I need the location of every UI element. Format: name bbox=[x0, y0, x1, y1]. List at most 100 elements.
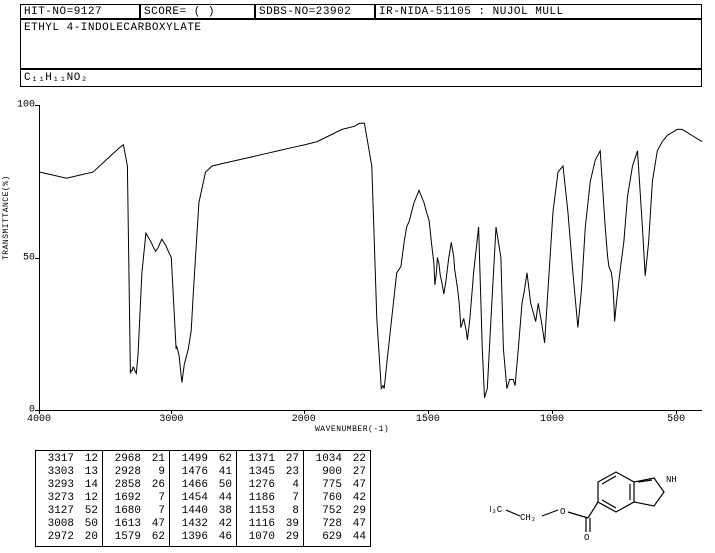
molecular-formula: C₁₁H₁₁NO₂ bbox=[24, 72, 88, 84]
peak-intensity: 13 bbox=[78, 466, 100, 479]
peak-intensity: 9 bbox=[145, 466, 167, 479]
peak-row: 16927 bbox=[105, 492, 167, 505]
peak-intensity: 38 bbox=[212, 505, 234, 518]
peak-row: 62944 bbox=[306, 531, 368, 544]
peak-intensity: 62 bbox=[145, 531, 167, 544]
score-box: SCORE= ( ) bbox=[140, 4, 255, 19]
peak-row: 72847 bbox=[306, 518, 368, 531]
peak-row: 76042 bbox=[306, 492, 368, 505]
peak-column: 296821292892858261692716807161347157962 bbox=[103, 451, 170, 546]
score: SCORE= ( ) bbox=[144, 6, 215, 18]
peak-row: 296821 bbox=[105, 453, 167, 466]
x-tick-label: 1000 bbox=[540, 414, 564, 425]
peak-intensity: 27 bbox=[279, 453, 301, 466]
peak-wavenumber: 1432 bbox=[172, 518, 212, 531]
sdbs-no: SDBS-NO=23902 bbox=[259, 6, 351, 18]
peak-intensity: 50 bbox=[78, 518, 100, 531]
spectrum-sheet: HIT-NO=9127 SCORE= ( ) SDBS-NO=23902 IR-… bbox=[0, 0, 715, 553]
peak-intensity: 7 bbox=[145, 492, 167, 505]
formula-box: C₁₁H₁₁NO₂ bbox=[20, 69, 702, 87]
peak-wavenumber: 728 bbox=[306, 518, 346, 531]
peak-row: 16807 bbox=[105, 505, 167, 518]
peak-wavenumber: 3008 bbox=[38, 518, 78, 531]
peak-wavenumber: 629 bbox=[306, 531, 346, 544]
peak-intensity: 29 bbox=[279, 531, 301, 544]
ir-spectrum-plot bbox=[39, 105, 702, 411]
peak-row: 77547 bbox=[306, 479, 368, 492]
peak-row: 12764 bbox=[239, 479, 301, 492]
peak-intensity: 39 bbox=[279, 518, 301, 531]
peak-wavenumber: 1371 bbox=[239, 453, 279, 466]
peak-wavenumber: 3127 bbox=[38, 505, 78, 518]
peak-wavenumber: 3303 bbox=[38, 466, 78, 479]
peak-row: 149962 bbox=[172, 453, 234, 466]
compound-name: ETHYL 4-INDOLECARBOXYLATE bbox=[24, 22, 202, 34]
x-tick-label: 3000 bbox=[159, 414, 183, 425]
peak-row: 75229 bbox=[306, 505, 368, 518]
peak-row: 29289 bbox=[105, 466, 167, 479]
peak-wavenumber: 1454 bbox=[172, 492, 212, 505]
peak-intensity: 8 bbox=[279, 505, 301, 518]
peak-row: 297220 bbox=[38, 531, 100, 544]
peak-row: 146650 bbox=[172, 479, 234, 492]
peak-wavenumber: 1186 bbox=[239, 492, 279, 505]
peak-intensity: 21 bbox=[145, 453, 167, 466]
peak-wavenumber: 1680 bbox=[105, 505, 145, 518]
peak-wavenumber: 1276 bbox=[239, 479, 279, 492]
peak-row: 300850 bbox=[38, 518, 100, 531]
peak-intensity: 4 bbox=[279, 479, 301, 492]
y-tick-label: 100 bbox=[15, 100, 35, 111]
peak-wavenumber: 1692 bbox=[105, 492, 145, 505]
x-axis-label: WAVENUMBER(-1) bbox=[315, 425, 389, 434]
peak-column: 3317123303133293143273123127523008502972… bbox=[36, 451, 103, 546]
peak-intensity: 20 bbox=[78, 531, 100, 544]
x-tick-label: 4000 bbox=[27, 414, 51, 425]
peak-row: 312752 bbox=[38, 505, 100, 518]
peak-wavenumber: 1466 bbox=[172, 479, 212, 492]
x-tick-label: 2000 bbox=[292, 414, 316, 425]
peak-row: 11867 bbox=[239, 492, 301, 505]
peak-intensity: 26 bbox=[145, 479, 167, 492]
peak-intensity: 44 bbox=[212, 492, 234, 505]
peak-intensity: 47 bbox=[346, 479, 368, 492]
peak-column: 1499621476411466501454441440381432421396… bbox=[170, 451, 237, 546]
peak-intensity: 29 bbox=[346, 505, 368, 518]
peak-intensity: 23 bbox=[279, 466, 301, 479]
o-single-label: O bbox=[560, 507, 565, 517]
peak-wavenumber: 1499 bbox=[172, 453, 212, 466]
peak-wavenumber: 1613 bbox=[105, 518, 145, 531]
peak-intensity: 52 bbox=[78, 505, 100, 518]
spectrum-path bbox=[40, 123, 702, 398]
peak-intensity: 7 bbox=[145, 505, 167, 518]
peak-intensity: 47 bbox=[346, 518, 368, 531]
peak-wavenumber: 1345 bbox=[239, 466, 279, 479]
peak-intensity: 44 bbox=[346, 531, 368, 544]
x-tick-label: 1500 bbox=[416, 414, 440, 425]
peak-wavenumber: 760 bbox=[306, 492, 346, 505]
peak-wavenumber: 1440 bbox=[172, 505, 212, 518]
peak-wavenumber: 1116 bbox=[239, 518, 279, 531]
peak-row: 145444 bbox=[172, 492, 234, 505]
peak-row: 143242 bbox=[172, 518, 234, 531]
peak-wavenumber: 775 bbox=[306, 479, 346, 492]
x-tick-label: 500 bbox=[667, 414, 685, 425]
peak-wavenumber: 1153 bbox=[239, 505, 279, 518]
peak-wavenumber: 2968 bbox=[105, 453, 145, 466]
ch2-label: CH₂ bbox=[520, 513, 536, 523]
nh-label: NH bbox=[666, 475, 677, 485]
peak-wavenumber: 2972 bbox=[38, 531, 78, 544]
y-tick-label: 50 bbox=[15, 252, 35, 263]
peak-row: 137127 bbox=[239, 453, 301, 466]
peak-intensity: 41 bbox=[212, 466, 234, 479]
peak-wavenumber: 1476 bbox=[172, 466, 212, 479]
peak-wavenumber: 752 bbox=[306, 505, 346, 518]
peak-row: 90027 bbox=[306, 466, 368, 479]
peak-intensity: 42 bbox=[212, 518, 234, 531]
peak-row: 103422 bbox=[306, 453, 368, 466]
peak-wavenumber: 3317 bbox=[38, 453, 78, 466]
peak-row: 157962 bbox=[105, 531, 167, 544]
peak-row: 285826 bbox=[105, 479, 167, 492]
peak-intensity: 50 bbox=[212, 479, 234, 492]
ir-title: IR-NIDA-51105 : NUJOL MULL bbox=[379, 6, 564, 18]
peak-intensity: 12 bbox=[78, 492, 100, 505]
